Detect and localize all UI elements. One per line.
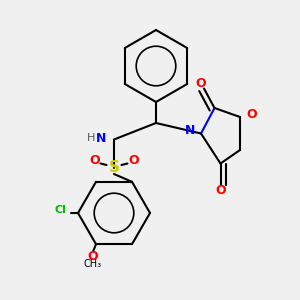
Text: O: O [196,77,206,91]
Text: N: N [96,131,106,145]
Text: H: H [87,133,95,143]
Text: Cl: Cl [54,205,66,215]
Text: S: S [109,160,119,175]
Text: N: N [184,124,195,137]
Text: CH₃: CH₃ [84,259,102,269]
Text: O: O [89,154,100,167]
Text: O: O [128,154,139,167]
Text: O: O [88,250,98,263]
Text: O: O [215,184,226,197]
Text: O: O [246,107,256,121]
